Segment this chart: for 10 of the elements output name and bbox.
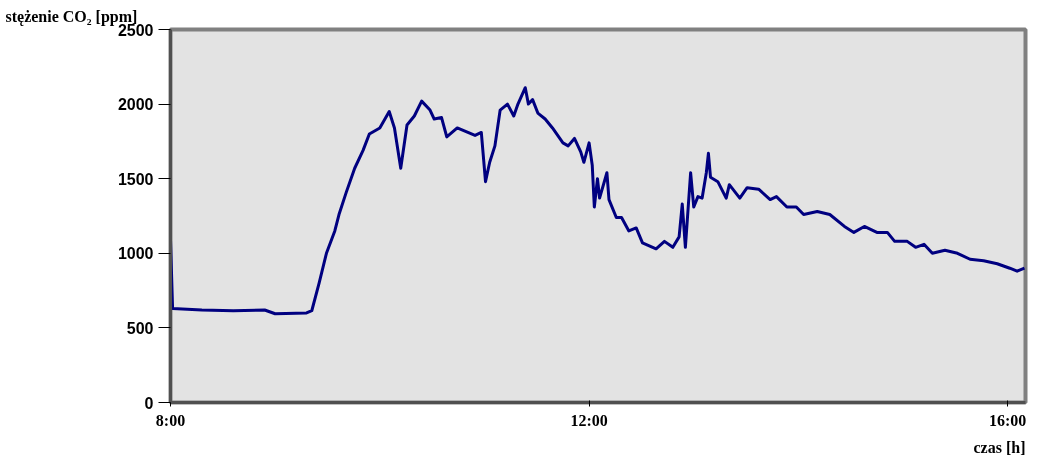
y-tick-label: 1500 bbox=[117, 170, 154, 188]
line-series bbox=[170, 86, 1026, 316]
y-tick-label: 500 bbox=[126, 319, 154, 337]
x-tick-label: 8:00 bbox=[155, 411, 186, 429]
y-tick-label: 1000 bbox=[117, 245, 154, 263]
x-tick-label: 16:00 bbox=[989, 411, 1027, 429]
y-tick-label: 0 bbox=[144, 394, 154, 412]
x-axis-title: czas [h] bbox=[973, 438, 1026, 456]
x-tick-label: 12:00 bbox=[570, 411, 608, 429]
y-tick-label: 2000 bbox=[117, 96, 154, 114]
